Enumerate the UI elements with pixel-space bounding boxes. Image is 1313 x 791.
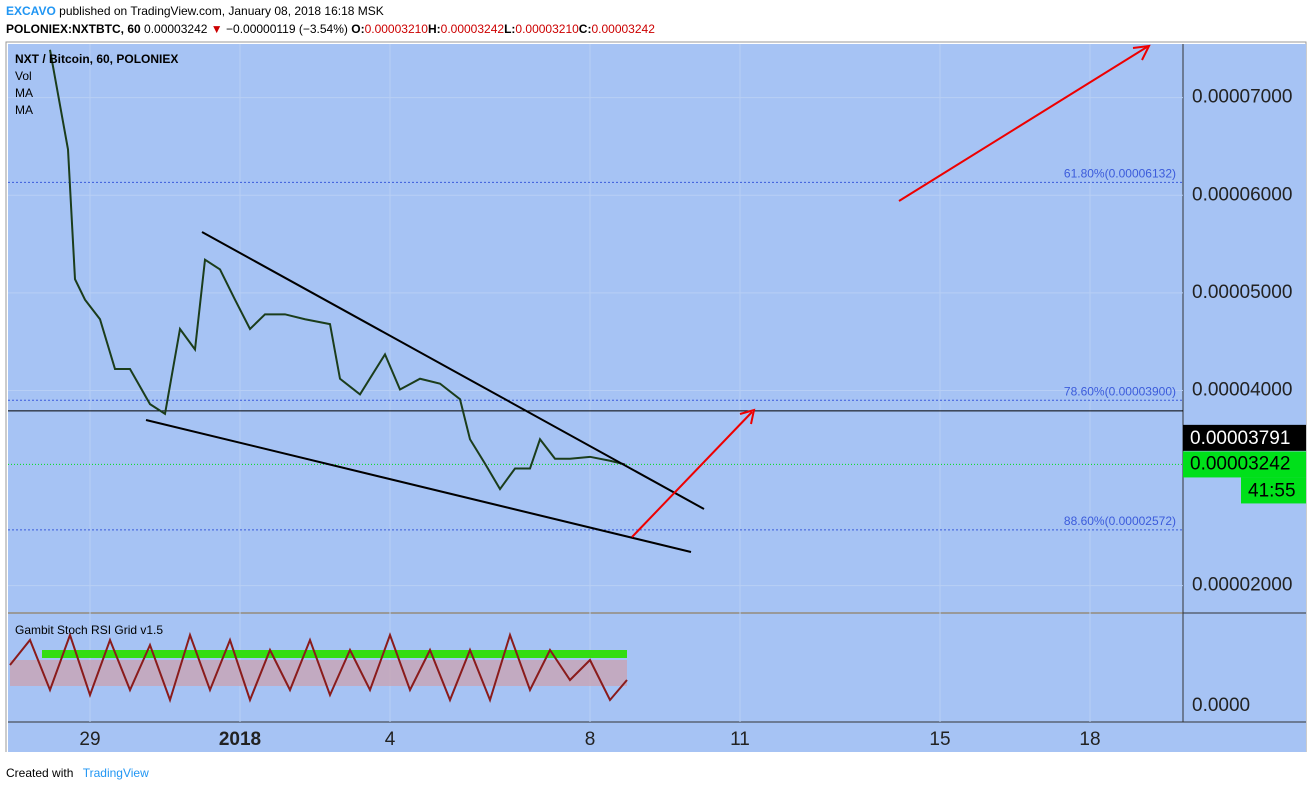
last: 0.00003242 <box>144 22 208 36</box>
x-tick-label: 2018 <box>219 729 261 750</box>
brand[interactable]: TradingView <box>82 766 149 780</box>
price-line <box>49 49 626 491</box>
ohlc-val: 0.00003210 <box>364 22 428 36</box>
countdown-box <box>1241 477 1306 504</box>
legend-entry: NXT / Bitcoin, 60, POLONIEX <box>15 52 178 66</box>
x-tick-label: 8 <box>585 729 596 750</box>
publish-line: EXCAVO published on TradingView.com, Jan… <box>6 4 384 18</box>
fib-label: 61.80%(0.00006132) <box>1064 167 1176 181</box>
countdown: 41:55 <box>1248 480 1296 501</box>
price-box <box>1183 424 1306 451</box>
indicator-visual <box>9 631 628 704</box>
y-tick-label: 0.00006000 <box>1192 184 1292 205</box>
x-tick-label: 29 <box>79 729 100 750</box>
legend-entry: MA <box>15 103 33 117</box>
time-axis <box>8 722 1306 752</box>
indicator-y-tick-label: 0.0000 <box>1192 695 1250 716</box>
trend-line <box>145 419 692 553</box>
down-arrow: ▼ <box>210 22 223 36</box>
last-price-box <box>1183 451 1306 478</box>
arrow <box>631 411 753 538</box>
indicator-title: Gambit Stoch RSI Grid v1.5 <box>15 623 163 637</box>
marks: 61.80%(0.00006132) 78.60%(0.00003900) 88.6… <box>8 49 1183 531</box>
trend-line <box>201 231 705 510</box>
symbol-line: POLONIEX:NXTBTC, 60 0.00003242 ▼ −0.0000… <box>6 22 655 36</box>
grid <box>8 44 1183 722</box>
legend-entry: MA <box>15 86 33 100</box>
fib-label: 78.60%(0.00003900) <box>1064 384 1176 398</box>
ohlc-val: 0.00003242 <box>591 22 655 36</box>
fib-label: 88.60%(0.00002572) <box>1064 514 1176 528</box>
last-price-label: 0.00003242 <box>1190 453 1290 474</box>
published: published on TradingView.com, January 08… <box>59 4 384 18</box>
ohlc-val: 0.00003242 <box>440 22 505 36</box>
x-tick-label: 4 <box>385 729 396 750</box>
ohlc-key: C: <box>578 22 592 36</box>
stoch-line <box>9 631 628 704</box>
created-with: Created with <box>6 766 74 780</box>
arrow-head <box>1132 44 1151 61</box>
y-tick-label: 0.00005000 <box>1192 282 1292 303</box>
legend-entry: Vol <box>15 69 32 83</box>
y-tick-label: 0.00004000 <box>1192 379 1292 400</box>
grid-band <box>42 650 627 658</box>
ohlc-key: L: <box>504 22 516 36</box>
footer: Created with TradingView <box>6 766 149 780</box>
x-tick-label: 18 <box>1079 729 1100 750</box>
price-axis <box>1183 44 1306 722</box>
ohlc-key: H: <box>427 22 441 36</box>
arrow-head <box>739 408 756 425</box>
symbol: POLONIEX:NXTBTC, 60 <box>6 22 141 36</box>
price-box-label: 0.00003791 <box>1190 428 1290 449</box>
ohlc-val: 0.00003210 <box>515 22 579 36</box>
change: −0.00000119 (−3.54%) <box>226 22 348 36</box>
y-tick-label: 0.00002000 <box>1192 575 1292 596</box>
arrow <box>898 46 1148 202</box>
main-pane <box>8 44 1183 612</box>
chart: 61.80%(0.00006132) 78.60%(0.00003900) 88.6… <box>5 41 1307 752</box>
ohlc-key: O: <box>351 22 365 36</box>
author[interactable]: EXCAVO <box>6 4 56 18</box>
x-tick-label: 15 <box>929 729 950 750</box>
ohlc: O:0.00003210H:0.00003242L:0.00003210C:0.… <box>351 22 655 36</box>
y-tick-label: 0.00007000 <box>1192 87 1292 108</box>
x-tick-label: 11 <box>730 729 750 750</box>
